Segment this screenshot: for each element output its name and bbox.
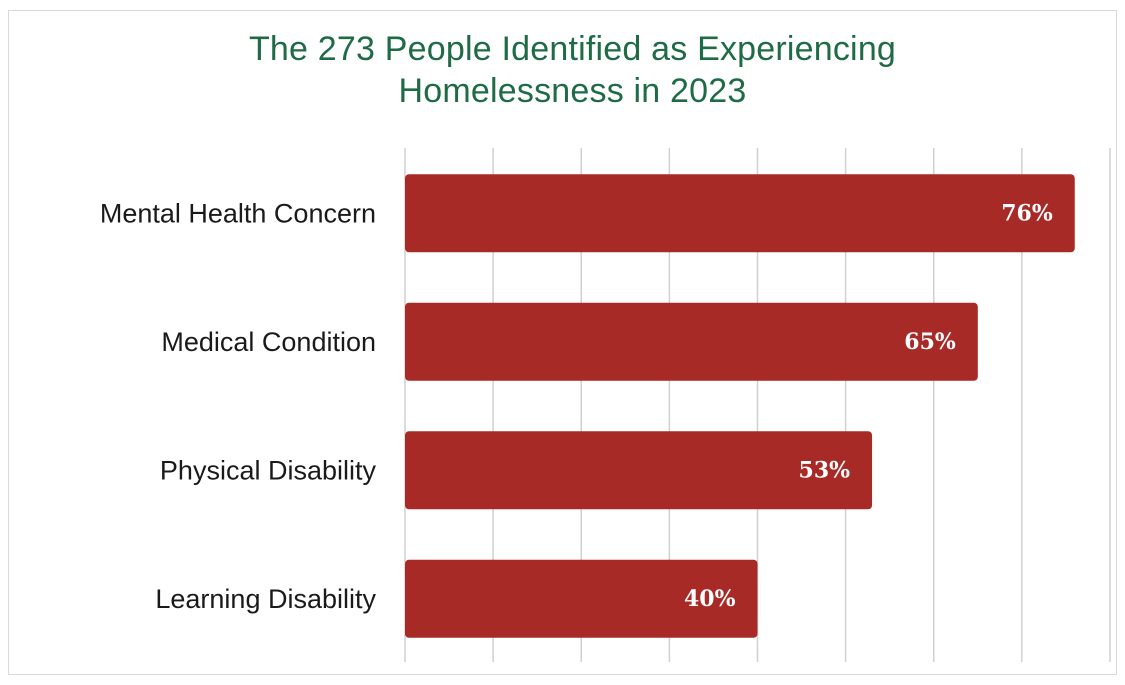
category-label: Mental Health Concern (100, 198, 376, 228)
category-label: Learning Disability (155, 584, 376, 614)
bar-mental-health-concern (405, 174, 1075, 253)
value-label: 65% (904, 329, 956, 355)
category-label: Medical Condition (161, 327, 376, 357)
value-label: 40% (684, 586, 736, 612)
bar-medical-condition (405, 302, 978, 381)
chart-title: The 273 People Identified as Experiencin… (0, 28, 1125, 112)
value-label: 53% (799, 457, 851, 483)
bars (405, 174, 1075, 638)
chart-title-line-1: The 273 People Identified as Experiencin… (248, 30, 897, 68)
category-labels: Mental Health Concern Medical Condition Ph… (100, 198, 377, 614)
value-labels: 76% 65% 53% 40% (684, 200, 1053, 612)
bar-learning-disability (405, 559, 758, 638)
value-label: 76% (1001, 200, 1053, 226)
category-label: Physical Disability (160, 455, 377, 485)
chart-title-line-2: Homelessness in 2023 (398, 72, 747, 110)
bar-physical-disability (405, 431, 873, 510)
